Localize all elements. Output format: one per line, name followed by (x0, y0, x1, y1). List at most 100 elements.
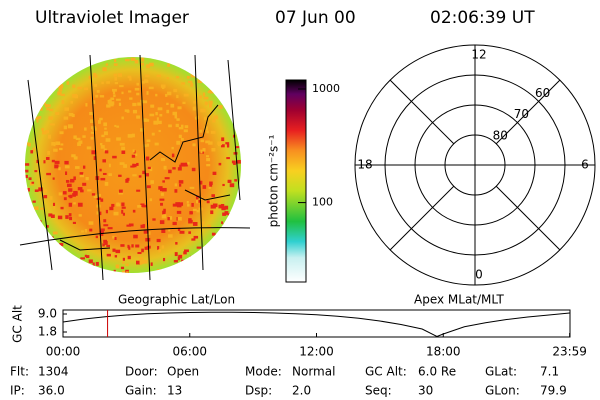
speckle (222, 253, 228, 256)
speckle (202, 92, 206, 97)
speckle (102, 67, 107, 72)
speckle (158, 249, 161, 253)
speckle (132, 163, 135, 168)
speckle (132, 102, 137, 107)
speckle (190, 263, 194, 266)
speckle (92, 72, 97, 77)
speckle (153, 120, 159, 125)
speckle (25, 215, 28, 218)
speckle (126, 109, 130, 113)
speckle (225, 142, 230, 145)
speckle (239, 111, 241, 114)
speckle (91, 100, 96, 105)
speckle (236, 81, 241, 85)
speckle (149, 62, 154, 67)
speckle (240, 190, 241, 195)
speckle (135, 244, 140, 248)
speckle (211, 147, 216, 152)
speckle (230, 68, 235, 71)
speckle (190, 73, 193, 78)
speckle (59, 147, 63, 151)
mlt-label: 6 (581, 158, 589, 172)
speckle (64, 107, 70, 111)
speckle (189, 211, 193, 215)
speckle (79, 173, 85, 178)
speckle (133, 234, 138, 239)
speckle (113, 63, 118, 66)
speckle (123, 164, 128, 168)
speckle (177, 106, 182, 110)
speckle (27, 142, 31, 147)
x-tick-label: 12:00 (299, 345, 334, 359)
speckle (62, 191, 67, 195)
speckle (176, 268, 179, 273)
speckle (25, 174, 28, 179)
speckle (184, 249, 189, 253)
speckle (112, 155, 117, 159)
speckle (106, 253, 111, 257)
speckle (89, 111, 94, 116)
speckle (72, 84, 76, 88)
speckle (111, 253, 114, 258)
speckle (121, 146, 126, 151)
speckle (140, 62, 145, 66)
speckle (73, 68, 77, 72)
speckle (179, 183, 182, 187)
speckle (187, 266, 191, 270)
speckle (45, 248, 49, 252)
speckle (96, 89, 100, 93)
speckle (226, 236, 230, 240)
speckle (109, 101, 115, 105)
speckle (45, 157, 50, 160)
speckle (237, 159, 241, 164)
speckle (63, 116, 69, 120)
spoke (495, 185, 561, 251)
speckle (75, 166, 80, 169)
speckle (90, 119, 95, 124)
uv-image: Geographic Lat/Lon (19, 54, 251, 307)
speckle (27, 268, 32, 273)
speckle (234, 179, 238, 182)
field-label: Mode: (245, 365, 282, 379)
speckle (177, 167, 182, 171)
speckle (197, 79, 203, 84)
speckle (37, 65, 41, 69)
speckle (205, 244, 210, 248)
speckle (114, 76, 118, 81)
speckle (142, 224, 146, 227)
speckle (174, 183, 178, 187)
speckle (218, 235, 222, 238)
speckle (113, 94, 116, 97)
speckle (25, 187, 30, 192)
speckle (112, 248, 116, 252)
speckle (145, 173, 149, 177)
speckle (97, 193, 101, 197)
speckle (36, 118, 39, 123)
speckle (59, 251, 62, 255)
spoke (389, 185, 455, 251)
speckle (202, 68, 206, 72)
speckle (229, 239, 234, 243)
field-value: 1304 (38, 365, 69, 379)
panel-label: Geographic Lat/Lon (118, 293, 235, 307)
speckle (210, 130, 216, 134)
speckle (81, 63, 86, 68)
speckle (103, 148, 107, 152)
speckle (229, 183, 235, 188)
speckle (36, 106, 39, 110)
speckle (53, 148, 58, 152)
speckle (193, 100, 199, 104)
speckle (43, 160, 46, 164)
speckle (113, 269, 116, 273)
speckle (95, 94, 99, 98)
speckle (125, 263, 129, 267)
speckle (100, 228, 105, 232)
speckle (170, 103, 175, 108)
field-value: Open (167, 365, 199, 379)
y-tick-label: 1.8 (38, 325, 57, 339)
speckle (137, 252, 142, 255)
speckle (221, 137, 225, 142)
speckle (85, 176, 89, 181)
speckle (155, 93, 158, 97)
panel-label: Apex MLat/MLT (414, 293, 504, 307)
